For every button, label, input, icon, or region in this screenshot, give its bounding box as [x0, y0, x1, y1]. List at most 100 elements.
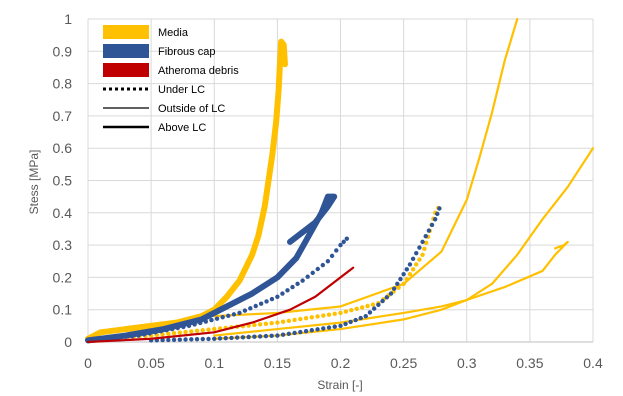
data-point — [194, 328, 200, 334]
data-point — [171, 337, 177, 342]
data-point — [365, 303, 370, 309]
data-point — [198, 320, 203, 326]
data-point — [242, 308, 248, 313]
data-point — [404, 276, 409, 282]
data-point — [332, 311, 337, 317]
data-point — [123, 334, 129, 339]
data-point — [332, 324, 337, 329]
data-point — [158, 329, 164, 334]
data-point — [237, 310, 242, 316]
x-axis-title: Strain [-] — [317, 378, 362, 392]
data-point — [136, 333, 141, 338]
series-1-line — [213, 17, 519, 318]
data-point — [388, 291, 394, 296]
data-point — [315, 314, 320, 319]
data-point — [398, 276, 403, 282]
data-point — [194, 337, 200, 342]
data-point — [292, 317, 297, 323]
data-point — [252, 334, 257, 339]
data-point — [269, 296, 275, 302]
legend-label: Fibrous cap — [158, 46, 215, 58]
legend-label: Under LC — [158, 84, 205, 96]
data-point — [384, 295, 389, 300]
series-5-line — [85, 193, 338, 344]
y-tick-label: 1 — [64, 11, 72, 27]
legend-swatch — [103, 25, 149, 39]
data-point — [320, 262, 326, 268]
y-axis-title: Stess [MPa] — [27, 150, 41, 215]
data-point — [189, 337, 194, 342]
data-point — [420, 252, 425, 257]
data-point — [212, 326, 217, 332]
data-point — [280, 332, 286, 337]
y-tick-label: 0.9 — [53, 43, 73, 59]
data-point — [253, 303, 258, 309]
data-point — [303, 328, 309, 334]
data-point — [117, 335, 122, 340]
x-tick-label: 0.15 — [264, 355, 291, 371]
data-point — [153, 330, 158, 335]
data-point — [423, 240, 429, 245]
data-point — [349, 307, 354, 313]
data-point — [338, 242, 343, 248]
data-point — [275, 294, 280, 299]
data-point — [376, 302, 381, 308]
data-point — [166, 337, 171, 343]
data-point — [417, 257, 422, 262]
x-tick-label: 0.4 — [583, 355, 603, 371]
tick-labels: 0 0.05 0.1 0.15 0.2 0.25 0.3 0.35 0.4 0 0.1 0.2 0.3 0… — [53, 11, 603, 371]
data-point — [407, 271, 413, 277]
data-point — [231, 312, 237, 317]
data-point — [344, 236, 350, 241]
data-point — [315, 327, 320, 332]
data-point — [309, 315, 315, 320]
series-3-line — [213, 240, 569, 337]
data-point — [257, 322, 263, 327]
legend-swatch — [103, 63, 149, 77]
data-point — [420, 239, 425, 245]
data-point — [280, 291, 285, 296]
y-tick-label: 0.8 — [53, 76, 73, 92]
data-point — [343, 309, 349, 314]
x-tick-label: 0 — [84, 355, 92, 371]
data-point — [206, 327, 211, 332]
data-point — [417, 245, 422, 250]
data-point — [338, 323, 343, 329]
data-point — [292, 330, 297, 336]
gridlines — [87, 18, 594, 343]
data-point — [343, 321, 348, 327]
data-point — [359, 305, 365, 310]
data-point — [257, 334, 263, 339]
data-point — [435, 211, 440, 217]
data-point — [189, 329, 194, 334]
data-point — [321, 326, 326, 331]
data-point — [220, 315, 225, 320]
x-tick-label: 0.25 — [390, 355, 417, 371]
data-point — [407, 262, 413, 267]
data-point — [295, 281, 300, 287]
series-0-line — [85, 38, 288, 342]
data-point — [367, 310, 373, 315]
data-point — [354, 306, 359, 311]
y-tick-label: 0.2 — [53, 269, 73, 285]
data-point — [263, 333, 269, 339]
data-point — [275, 320, 280, 325]
data-point — [370, 302, 376, 307]
data-point — [286, 331, 292, 336]
data-point — [166, 331, 171, 336]
data-point — [286, 318, 292, 324]
data-point — [248, 306, 253, 311]
data-point — [175, 325, 180, 331]
data-point — [141, 332, 147, 337]
data-point — [401, 271, 406, 277]
data-point — [200, 336, 205, 342]
data-point — [240, 335, 246, 340]
data-point — [401, 281, 406, 287]
data-point — [177, 330, 183, 335]
data-point — [183, 329, 188, 335]
data-point — [209, 317, 214, 323]
legend-label: Outside of LC — [158, 103, 225, 115]
data-point — [214, 316, 220, 321]
data-point — [264, 299, 269, 304]
data-point — [303, 316, 309, 321]
